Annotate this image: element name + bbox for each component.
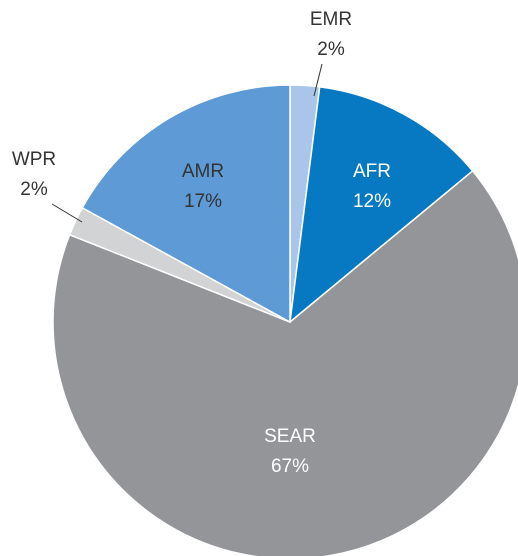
- slice-value-label: 12%: [353, 191, 391, 212]
- slice-label: SEAR: [264, 426, 316, 447]
- slice-label: AMR: [182, 161, 224, 182]
- slice-value-label: 2%: [20, 179, 48, 200]
- slice-value-label: 17%: [184, 191, 222, 212]
- pie-slice: [289, 86, 474, 324]
- slice-label: WPR: [12, 149, 56, 170]
- slice-value-label: 67%: [271, 456, 309, 477]
- leader-line: [313, 63, 323, 97]
- leader-line: [51, 203, 83, 223]
- slice-label: EMR: [310, 9, 352, 30]
- pie-slice: [52, 169, 518, 556]
- slice-value-label: 2%: [317, 39, 345, 60]
- slice-label: AFR: [353, 161, 391, 182]
- pie-slice: [81, 84, 291, 324]
